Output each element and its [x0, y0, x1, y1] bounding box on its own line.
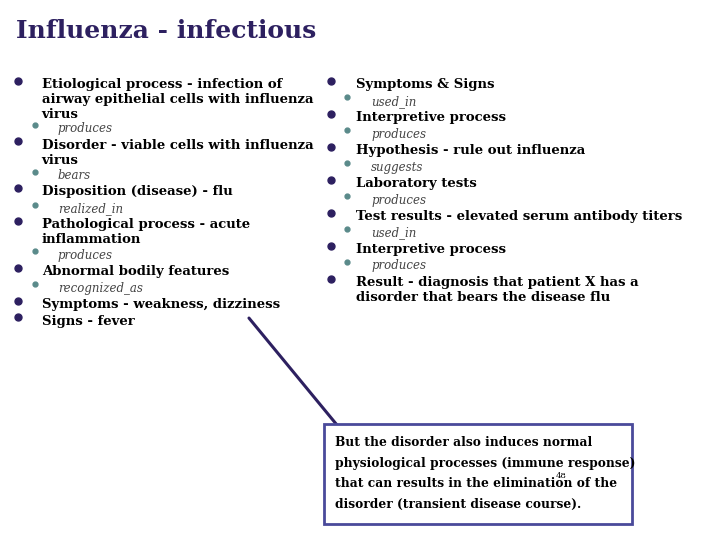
Text: produces: produces: [371, 259, 426, 273]
Text: used_in: used_in: [371, 95, 416, 108]
Text: Interpretive process: Interpretive process: [356, 111, 506, 124]
FancyBboxPatch shape: [324, 424, 632, 524]
Text: produces: produces: [58, 248, 113, 262]
Text: Etiological process - infection of
airway epithelial cells with influenza
virus: Etiological process - infection of airwa…: [42, 78, 313, 122]
Text: produces: produces: [371, 127, 426, 141]
Text: Disorder - viable cells with influenza
virus: Disorder - viable cells with influenza v…: [42, 139, 313, 167]
Text: produces: produces: [58, 122, 113, 136]
Text: produces: produces: [371, 193, 426, 207]
Text: physiological processes (immune response): physiological processes (immune response…: [335, 457, 636, 470]
Text: 48: 48: [555, 472, 566, 480]
Text: disorder (transient disease course).: disorder (transient disease course).: [335, 498, 582, 511]
Text: Interpretive process: Interpretive process: [356, 243, 506, 256]
Text: Hypothesis - rule out influenza: Hypothesis - rule out influenza: [356, 144, 585, 157]
Text: Signs - fever: Signs - fever: [42, 314, 135, 328]
Text: Abnormal bodily features: Abnormal bodily features: [42, 265, 229, 278]
Text: recognized_as: recognized_as: [58, 281, 143, 295]
Text: Influenza - infectious: Influenza - infectious: [16, 19, 316, 43]
Text: suggests: suggests: [371, 160, 423, 174]
Text: bears: bears: [58, 169, 91, 182]
Text: Result - diagnosis that patient X has a
disorder that bears the disease flu: Result - diagnosis that patient X has a …: [356, 276, 639, 304]
Text: used_in: used_in: [371, 226, 416, 240]
Text: Symptoms - weakness, dizziness: Symptoms - weakness, dizziness: [42, 298, 280, 311]
Text: that can results in the elimination of the: that can results in the elimination of t…: [335, 477, 617, 490]
Text: realized_in: realized_in: [58, 202, 123, 215]
Text: Laboratory tests: Laboratory tests: [356, 177, 477, 190]
Text: Symptoms & Signs: Symptoms & Signs: [356, 78, 495, 91]
Text: Test results - elevated serum antibody titers: Test results - elevated serum antibody t…: [356, 210, 683, 223]
Text: Disposition (disease) - flu: Disposition (disease) - flu: [42, 185, 233, 199]
Text: Pathological process - acute
inflammation: Pathological process - acute inflammatio…: [42, 218, 250, 246]
Text: But the disorder also induces normal: But the disorder also induces normal: [335, 436, 593, 449]
